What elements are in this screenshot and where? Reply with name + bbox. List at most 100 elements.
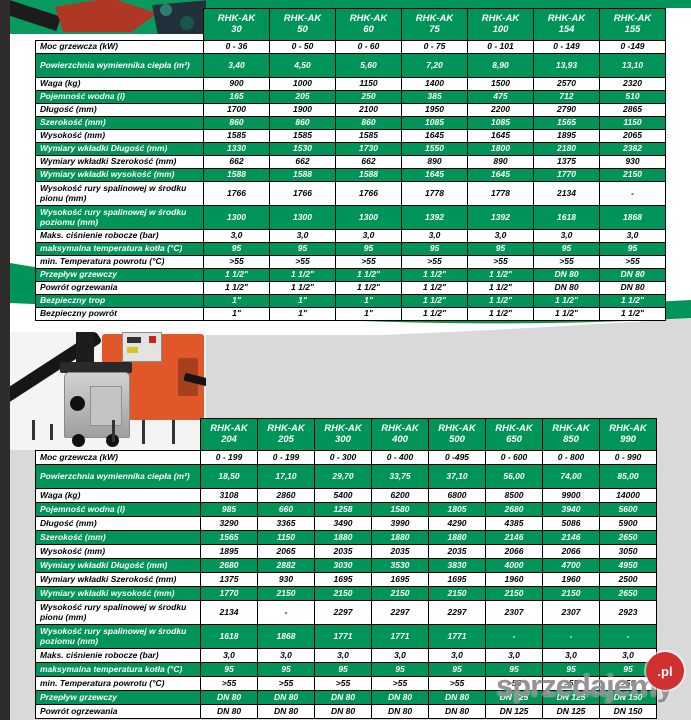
cell-value: 165 [203,90,270,104]
cell-value: 2065 [257,544,315,559]
row-label: Przepływ grzewczy [35,268,204,282]
cell-value: 0 -495 [428,450,486,465]
cell-value: DN 80 [314,704,372,719]
cell-value: 1868 [599,205,666,230]
cell-value: 1 1/2" [467,268,534,282]
cell-value: DN 125 [542,690,600,705]
cell-value: DN 80 [428,704,486,719]
cell-value: 95 [533,242,600,256]
cell-value: 1618 [533,205,600,230]
cell-value: 1300 [269,205,336,230]
cell-value: 860 [335,116,402,130]
cell-value: DN 80 [533,268,600,282]
table-row: Maks. ciśnienie robocze (bar) 3,0 3,0 3,0 3,… [35,229,666,243]
row-label: maksymalna temperatura kotła (°C) [35,662,201,677]
cell-value: 3,0 [599,229,666,243]
cell-value: 1645 [467,168,534,182]
table-row: Waga (kg) 900 1000 1150 1400 1500 2570 2320 [35,77,666,91]
row-label: Bezpieczny trop [35,294,204,308]
column-header: RHK-AK 300 [314,418,372,451]
photo-hopper-hatch [90,386,122,426]
photo-panel-button [149,336,156,343]
cell-value: >55 [467,255,534,269]
cell-value: 2923 [599,600,657,625]
row-label: Powierzchnia wymiennika ciepła (m²) [35,53,204,78]
cell-value: 95 [203,242,270,256]
photo-feed-pipe [76,332,94,366]
row-label: Długość (mm) [35,103,204,117]
cell-value: 3,0 [257,648,315,663]
table-row: Powrót ogrzewania 1 1/2" 1 1/2" 1 1/2" 1 1/2… [35,281,666,295]
cell-value: 1766 [203,181,270,206]
header-row: RHK-AK 30 RHK-AK 50 RHK-AK 60 RHK-AK 75 RHK-… [36,8,666,41]
cell-value: 1771 [314,624,372,649]
cell-value: - [542,624,600,649]
cell-value: 2297 [371,600,429,625]
table-row: Wymiary wkładki Długość (mm) 1330 1530 1730… [35,142,666,156]
row-label: Bezpieczny powrót [35,307,204,321]
photo-leg [172,420,175,444]
cell-value: 13,93 [533,53,600,78]
cell-value: 1258 [314,502,372,517]
column-header: RHK-AK 154 [533,8,600,41]
table-row: Powrót ogrzewania DN 80 DN 80 DN 80 DN 80 DN … [35,704,657,719]
watermark-pl-logo: .pl [646,652,684,690]
cell-value: 1 1/2" [401,294,468,308]
cell-value: 1150 [257,530,315,545]
table-row: Wysokość (mm) 1895 2065 2035 2035 2035 2066 206… [35,544,657,559]
table-row: Wysokość rury spalinowej w środku pionu … [35,181,666,206]
table-row: Wysokość rury spalinowej w środku pionu … [35,600,657,625]
table-row: Wysokość (mm) 1585 1585 1585 1645 1645 1895 206… [35,129,666,143]
cell-value: 1 1/2" [533,294,600,308]
column-header: RHK-AK 850 [542,418,600,451]
cell-value: 3490 [314,516,372,531]
cell-value: 0 - 60 [335,40,402,54]
cell-value: - [599,181,666,206]
cell-value: 1580 [371,502,429,517]
cell-value: 2882 [257,558,315,573]
cell-value: 1588 [335,168,402,182]
cell-value: 1880 [428,530,486,545]
cell-value: 2382 [599,142,666,156]
cell-value: 1618 [200,624,258,649]
cell-value: 1500 [467,77,534,91]
cell-value: 2150 [542,586,600,601]
cell-value: >55 [257,676,315,691]
photo-hopper-knob [70,396,85,411]
cell-value: 2150 [371,586,429,601]
cell-value: DN 80 [599,281,666,295]
cell-value: 2035 [428,544,486,559]
cell-value: 6200 [371,488,429,503]
cell-value: 900 [203,77,270,91]
cell-value: 712 [533,90,600,104]
cell-value: 95 [599,662,657,677]
spec-table-large-models: RHK-AK 204 RHK-AK 205 RHK-AK 300 RHK-AK 400… [35,418,657,719]
watermark-text: sprzedajemy [496,668,674,703]
cell-value: 5900 [599,516,657,531]
cell-value: 890 [467,155,534,169]
cell-value: DN 80 [200,704,258,719]
page-left-edge [0,0,10,720]
cell-value: 2500 [599,572,657,587]
row-label: Waga (kg) [35,488,201,503]
boiler-product-photo [10,332,206,450]
cell-value: 1" [335,294,402,308]
cell-value: 0 - 800 [542,450,600,465]
cell-value: 0 - 50 [269,40,336,54]
table-row: Szerokość (mm) 860 860 860 1085 1085 1565 1150 [35,116,666,130]
cell-value: 3108 [200,488,258,503]
header-ghost-cell [36,9,204,41]
row-label: Wymiary wkładki Długość (mm) [35,142,204,156]
cell-value: 13,10 [599,53,666,78]
cell-value: 1778 [467,181,534,206]
cell-value: 860 [203,116,270,130]
column-header: RHK-AK 990 [599,418,657,451]
cell-value: 1" [269,294,336,308]
cell-value: 662 [203,155,270,169]
cell-value: >55 [335,255,402,269]
cell-value: 1585 [335,129,402,143]
cell-value: 1 1/2" [533,307,600,321]
row-label: Maks. ciśnienie robocze (bar) [35,229,204,243]
cell-value: 3,0 [485,648,543,663]
cell-value: 3,0 [335,229,402,243]
